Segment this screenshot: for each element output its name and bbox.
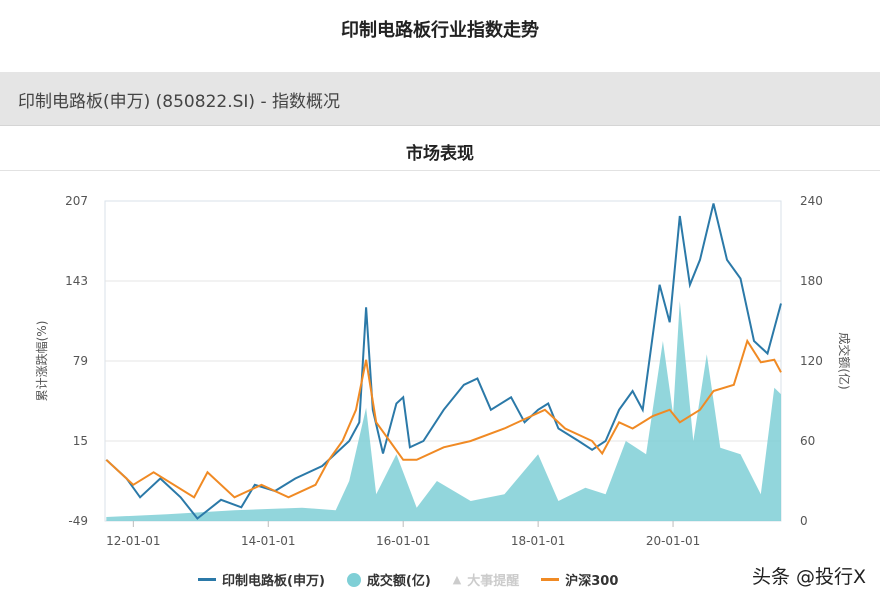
y-tick-left: -49 (68, 514, 88, 528)
y-tick-right: 240 (800, 194, 823, 208)
hs300-line (105, 338, 782, 499)
y-axis-right-label: 成交额(亿) (837, 332, 852, 389)
y-tick-left: 15 (73, 434, 88, 448)
circle-icon (346, 572, 361, 587)
y-tick-right: 60 (800, 434, 815, 448)
legend-label: 大事提醒 (467, 574, 520, 589)
subtitle: 市场表现 (406, 144, 474, 164)
y-tick-right: 0 (800, 514, 808, 528)
legend-item-events[interactable]: ▲ 大事提醒 (453, 570, 519, 589)
legend-item-pcb[interactable]: 印制电路板(申万) (198, 570, 325, 589)
legend: 印制电路板(申万) 成交额(亿) ▲ 大事提醒 沪深300 (198, 570, 618, 589)
page-title: 印制电路板行业指数走势 (341, 20, 539, 41)
volume-area (106, 301, 782, 521)
section-bar: 印制电路板(申万) (850822.SI) - 指数概况 (0, 72, 880, 126)
legend-label: 沪深300 (565, 574, 619, 589)
legend-label: 成交额(亿) (366, 574, 431, 589)
watermark: 头条 @投行X (751, 566, 866, 588)
x-tick-label: 20-01-01 (646, 534, 700, 548)
legend-item-hs300[interactable]: 沪深300 (541, 570, 618, 589)
y-tick-right: 120 (800, 354, 823, 368)
y-axis-left-label: 累计涨跌幅(%) (34, 321, 49, 402)
y-tick-left: 143 (65, 274, 88, 288)
divider (0, 170, 880, 171)
line-icon (541, 578, 560, 581)
x-tick-label: 16-01-01 (376, 534, 430, 548)
x-tick-label: 14-01-01 (241, 534, 295, 548)
y-tick-left: 207 (65, 194, 88, 208)
triangle-icon: ▲ (452, 573, 462, 586)
y-tick-left: 79 (73, 354, 88, 368)
y-tick-right: 180 (800, 274, 823, 288)
legend-item-volume[interactable]: 成交额(亿) (346, 570, 431, 589)
x-tick-label: 18-01-01 (511, 534, 565, 548)
section-title: 印制电路板(申万) (850822.SI) - 指数概况 (18, 92, 340, 112)
legend-label: 印制电路板(申万) (222, 574, 325, 589)
x-tick-label: 12-01-01 (106, 534, 160, 548)
line-icon (198, 578, 216, 581)
